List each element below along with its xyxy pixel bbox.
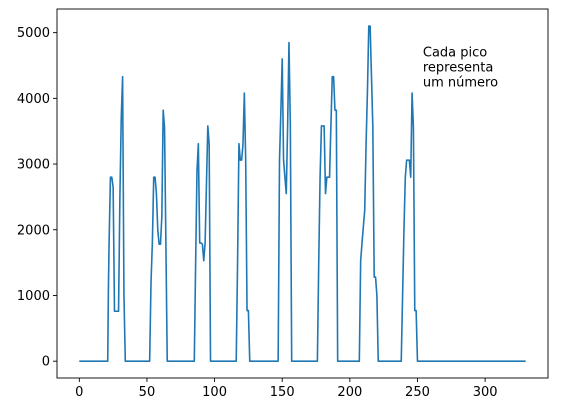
y-tick-label: 1000 [17,289,50,304]
annotation-line: um número [423,75,498,90]
x-tick-label: 0 [75,385,83,400]
y-tick-label: 0 [42,355,50,370]
series-line-0 [79,25,526,362]
annotation-line: representa [423,60,493,75]
y-tick-label: 4000 [17,92,50,107]
y-tick-label: 3000 [17,158,50,173]
axes-frame [56,8,549,379]
x-tick-label: 300 [473,385,498,400]
y-tick-label: 5000 [17,26,50,41]
y-tick-label: 2000 [17,223,50,238]
x-tick-label: 200 [337,385,362,400]
x-tick-label: 50 [139,385,156,400]
plot-area: 0 50 100 150 200 250 300010002000300040005000C… [17,8,549,400]
x-tick-label: 250 [405,385,430,400]
annotation-line: Cada pico [423,45,487,60]
x-tick-label: 100 [202,385,227,400]
x-tick-label: 150 [270,385,295,400]
